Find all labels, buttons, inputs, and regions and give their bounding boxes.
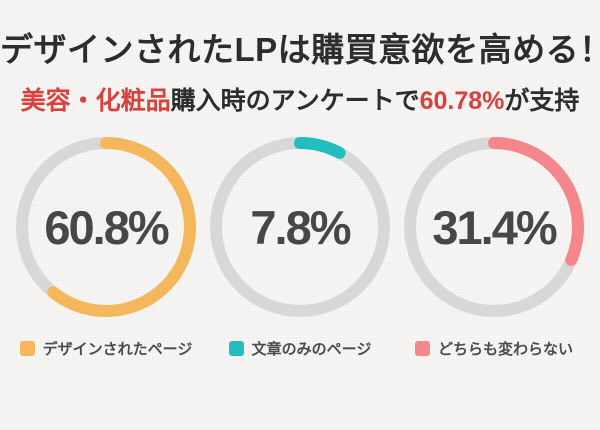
subtitle-segment-support: が支持 (504, 87, 580, 115)
donut-designed-page: 60.8% (16, 137, 196, 317)
donut-ring-designed-page (16, 137, 196, 317)
legend-item-no-difference: どちらも変わらない (404, 338, 584, 359)
donut-text-only-page: 7.8% (210, 137, 390, 317)
subtitle-segment-context: 購入時のアンケートで (170, 87, 420, 115)
infographic-poster: デザインされたLPは購買意欲を高める！ 美容・化粧品購入時のアンケートで60.7… (0, 30, 600, 430)
legend-label-no-difference: どちらも変わらない (437, 341, 573, 358)
subtitle: 美容・化粧品購入時のアンケートで60.78%が支持 (0, 86, 600, 117)
donut-ring-no-difference (404, 137, 584, 317)
donut-value-text-only-page: 7.8% (250, 200, 351, 254)
legend-label-text-only-page: 文章のみのページ (251, 341, 372, 358)
donut-ring-text-only-page (210, 137, 390, 317)
legend-item-designed-page: デザインされたページ (16, 338, 196, 359)
donut-no-difference: 31.4% (404, 137, 584, 317)
legend-item-text-only-page: 文章のみのページ (210, 338, 390, 359)
donut-value-designed-page: 60.8% (44, 200, 169, 254)
legend-swatch-no-difference (414, 341, 430, 356)
subtitle-segment-percent: 60.78% (419, 87, 505, 115)
legend-label-designed-page: デザインされたページ (42, 341, 193, 358)
donut-value-no-difference: 31.4% (432, 200, 557, 254)
subtitle-segment-category: 美容・化粧品 (20, 87, 171, 115)
page-title: デザインされたLPは購買意欲を高める！ (0, 31, 600, 68)
legend: デザインされたページ 文章のみのページ どちらも変わらない (0, 338, 600, 359)
donut-chart-row: 60.8% 7.8% 31.4% (0, 137, 600, 317)
legend-swatch-designed-page (19, 341, 35, 356)
legend-swatch-text-only-page (228, 341, 244, 356)
